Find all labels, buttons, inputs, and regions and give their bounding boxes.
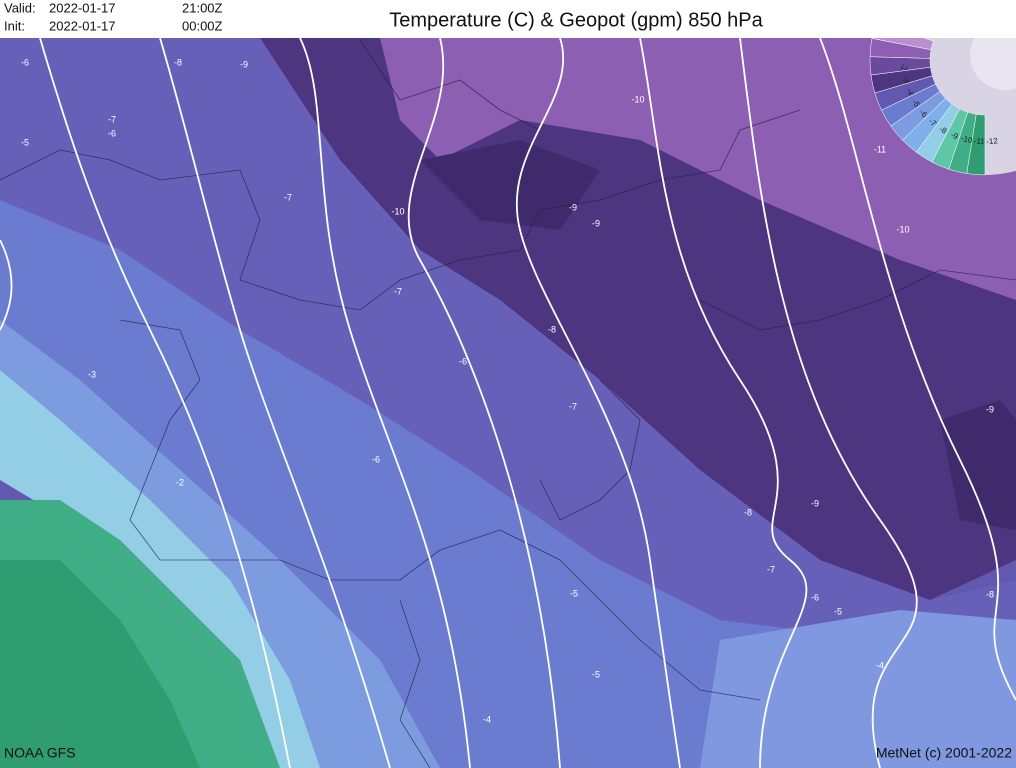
init-date: 2022-01-17 — [49, 18, 116, 33]
contour-label: -7 — [394, 286, 402, 296]
contour-label: -10 — [631, 94, 644, 104]
init-label: Init: — [4, 18, 25, 33]
legend-label: -5 — [910, 98, 922, 109]
contour-labels: -6 -8 -9-7-6-5-10-11-10-7-9-9-10-7-8-6-3-7… — [21, 57, 994, 724]
legend-label: -2 — [899, 63, 909, 71]
contour-label: -7 — [108, 114, 116, 124]
contour-label: -10 — [896, 224, 909, 234]
contour-label: -9 — [592, 218, 600, 228]
source-label: NOAA GFS — [4, 745, 76, 761]
valid-date: 2022-01-17 — [49, 0, 116, 15]
contour-label: -3 — [88, 369, 96, 379]
contour-label: -6 — [108, 128, 116, 138]
legend-label: -11 — [974, 137, 986, 147]
geopotential-isolines — [0, 38, 1016, 768]
contour-label: -4 — [876, 660, 884, 670]
legend-labels: -2 -3 -4-5-6-7-8 -9 -10 -11 -12 — [899, 63, 999, 146]
credit-label: MetNet (c) 2001-2022 — [876, 745, 1012, 761]
legend-label: -9 — [949, 130, 959, 141]
contour-label: -2 — [176, 477, 184, 487]
country-borders — [0, 39, 1016, 768]
contour-label: -8 — [744, 507, 752, 517]
legend-label: -8 — [938, 124, 949, 136]
init-time: 00:00Z — [182, 18, 223, 33]
legend-wheel — [869, 38, 1016, 176]
contour-label: -5 — [570, 588, 578, 598]
contour-label: -7 — [569, 401, 577, 411]
contour-label: -4 — [483, 714, 491, 724]
legend-label: -3 — [901, 75, 912, 85]
legend-label: -6 — [918, 108, 930, 120]
contour-label: -8 — [174, 57, 182, 67]
contour-label: -5 — [592, 669, 600, 679]
valid-label: Valid: — [4, 0, 36, 15]
contour-label: -5 — [834, 606, 842, 616]
temperature-field — [0, 38, 1016, 768]
contour-label: -10 — [391, 206, 404, 216]
map-title: Temperature (C) & Geopot (gpm) 850 hPa — [389, 9, 763, 31]
contour-label: -6 — [372, 454, 380, 464]
contour-label: -5 — [21, 137, 29, 147]
header-bar — [0, 0, 1016, 38]
contour-label: -9 — [240, 59, 248, 69]
contour-label: -11 — [874, 144, 886, 154]
contour-label: -9 — [569, 202, 577, 212]
legend-label: -12 — [986, 136, 999, 146]
contour-label: -6 — [21, 57, 29, 67]
legend-label: -10 — [960, 134, 974, 145]
contour-label: -6 — [459, 356, 467, 366]
contour-label: -6 — [811, 592, 819, 602]
contour-label: -7 — [767, 564, 775, 574]
valid-time: 21:00Z — [182, 0, 223, 15]
contour-label: -9 — [986, 404, 994, 414]
contour-label: -8 — [548, 324, 556, 334]
contour-label: -9 — [811, 498, 819, 508]
contour-label: -8 — [986, 589, 994, 599]
contour-label: -7 — [284, 192, 292, 202]
legend-label: -4 — [904, 87, 915, 98]
legend-label: -7 — [927, 117, 939, 129]
